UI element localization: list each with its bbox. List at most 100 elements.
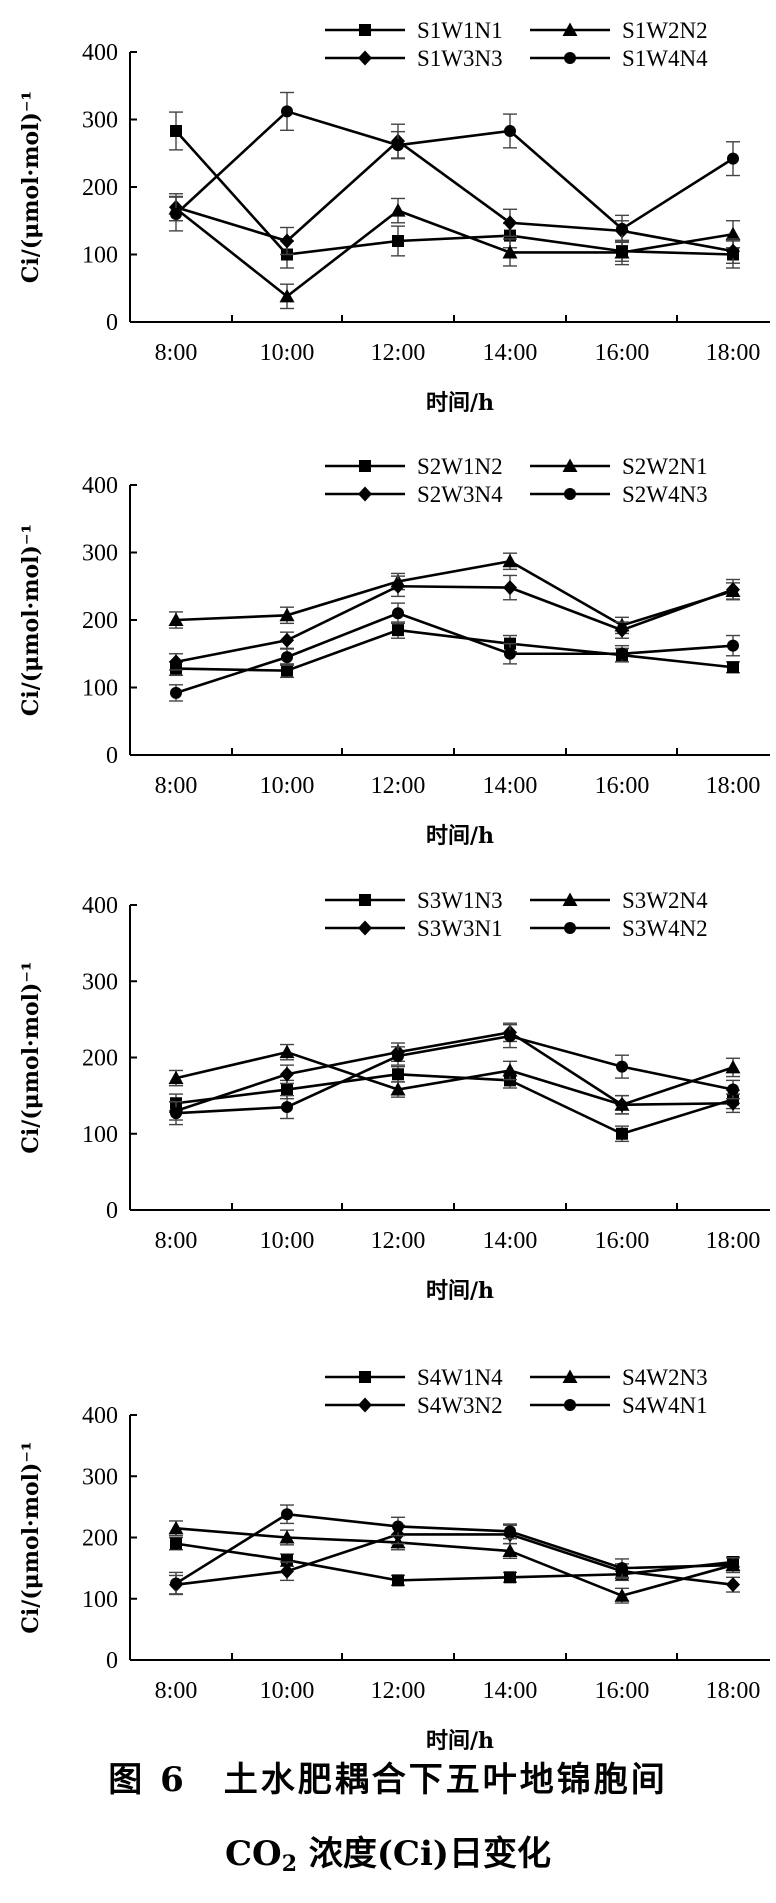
legend-marker <box>562 22 578 36</box>
data-point <box>725 226 741 241</box>
series-line <box>175 584 734 664</box>
data-point <box>392 1068 404 1081</box>
legend-marker <box>358 50 372 66</box>
data-point <box>391 578 405 594</box>
y-tick-label: 0 <box>106 743 118 769</box>
data-point <box>504 1030 516 1043</box>
data-point <box>281 1508 293 1521</box>
x-tick-label: 10:00 <box>260 340 315 366</box>
y-tick-label: 100 <box>82 1122 118 1148</box>
chart-panel-2: 0 100 200 300 400 8:00 10:00 12:00 14:00 16:00 18:… <box>18 454 770 849</box>
x-tick-label: 16:00 <box>595 773 650 799</box>
y-tick-label: 300 <box>82 541 118 567</box>
data-point <box>170 124 182 137</box>
data-point <box>727 639 739 652</box>
y-tick-label: 400 <box>82 1403 118 1429</box>
y-tick-label: 0 <box>106 310 118 336</box>
series-S3W4N2 <box>169 1024 740 1126</box>
data-point <box>279 288 295 303</box>
legend-marker <box>359 460 371 472</box>
x-axis-title: 时间/h <box>426 390 494 416</box>
data-point <box>392 1049 404 1062</box>
data-point <box>281 1083 293 1096</box>
y-tick-label: 0 <box>106 1198 118 1224</box>
legend-label: S1W2N2 <box>622 18 708 43</box>
data-point <box>616 1562 628 1575</box>
legend-label: S3W4N2 <box>622 916 708 941</box>
series-line <box>175 130 734 256</box>
data-point <box>170 208 182 220</box>
series-S3W2N4 <box>168 1043 741 1115</box>
x-tick-label: 8:00 <box>155 340 198 366</box>
legend-label: S3W3N1 <box>417 916 503 941</box>
x-tick-label: 16:00 <box>595 1678 650 1704</box>
legend-label: S3W1N3 <box>417 888 503 913</box>
data-point <box>280 632 294 648</box>
data-point <box>614 1588 630 1602</box>
x-tick-label: 8:00 <box>155 1678 198 1704</box>
y-tick-label: 400 <box>82 40 118 66</box>
caption-co: CO <box>225 1834 282 1874</box>
data-point <box>726 243 740 259</box>
legend-marker <box>564 1399 576 1411</box>
data-point <box>390 1082 406 1096</box>
legend-label: S4W2N3 <box>622 1365 708 1390</box>
y-axis-title: Ci/(μmol·mol)⁻¹ <box>18 1441 44 1633</box>
data-point <box>281 664 293 677</box>
y-tick-label: 300 <box>82 969 118 995</box>
data-point <box>168 1520 184 1535</box>
y-tick-label: 200 <box>82 175 118 201</box>
legend: S1W1N1 S1W2N2 S1W3N3 S1W4N4 <box>325 18 708 71</box>
data-point <box>614 244 630 259</box>
data-point <box>727 1559 739 1572</box>
data-point <box>727 661 739 674</box>
data-point <box>616 222 628 235</box>
x-axis-title: 时间/h <box>426 1728 494 1754</box>
legend: S3W1N3 S3W2N4 S3W3N1 S3W4N2 <box>325 888 708 941</box>
data-point <box>504 647 516 660</box>
data-point <box>726 582 740 598</box>
y-axis-title: Ci/(μmol·mol)⁻¹ <box>18 961 44 1153</box>
chart-panel-1: 0 100 200 300 400 8:00 10:00 12:00 14:00 16:00 18:… <box>18 18 770 416</box>
data-point <box>615 1097 629 1113</box>
data-point <box>280 233 294 249</box>
legend-marker <box>564 488 576 500</box>
data-point <box>279 1044 295 1059</box>
x-tick-label: 12:00 <box>371 1228 426 1254</box>
y-tick-label: 100 <box>82 243 118 269</box>
caption-subscript: 2 <box>281 1851 297 1877</box>
legend-label: S3W2N4 <box>622 888 708 913</box>
series-line <box>175 1050 734 1107</box>
series-S2W4N3 <box>169 602 740 702</box>
chart-panel-3: 0 100 200 300 400 8:00 10:00 12:00 14:00 16:00 18:… <box>18 888 770 1304</box>
x-tick-label: 18:00 <box>706 1228 761 1254</box>
legend-marker <box>562 892 578 906</box>
data-point <box>503 215 517 231</box>
y-tick-label: 100 <box>82 676 118 702</box>
data-point <box>502 244 518 259</box>
x-tick-label: 12:00 <box>371 1678 426 1704</box>
data-point <box>615 622 629 638</box>
series-line <box>175 1034 734 1115</box>
legend-label: S4W3N2 <box>417 1393 503 1418</box>
legend-marker <box>359 24 371 36</box>
legend-label: S4W4N1 <box>622 1393 708 1418</box>
series-S4W4N1 <box>169 1504 740 1596</box>
x-tick-label: 10:00 <box>260 773 315 799</box>
series-line <box>175 207 734 298</box>
legend-marker <box>564 922 576 934</box>
data-point <box>170 1577 182 1590</box>
series-S1W3N3 <box>169 123 740 264</box>
series-line <box>175 611 734 695</box>
data-point <box>281 105 293 118</box>
data-point <box>727 152 739 165</box>
data-point <box>616 647 628 660</box>
x-tick-label: 14:00 <box>483 773 538 799</box>
data-point <box>392 235 404 247</box>
legend-marker <box>359 894 371 906</box>
series-line <box>175 1512 734 1585</box>
data-point <box>726 1577 740 1593</box>
legend-label: S2W1N2 <box>417 454 503 479</box>
data-point <box>502 1543 518 1557</box>
